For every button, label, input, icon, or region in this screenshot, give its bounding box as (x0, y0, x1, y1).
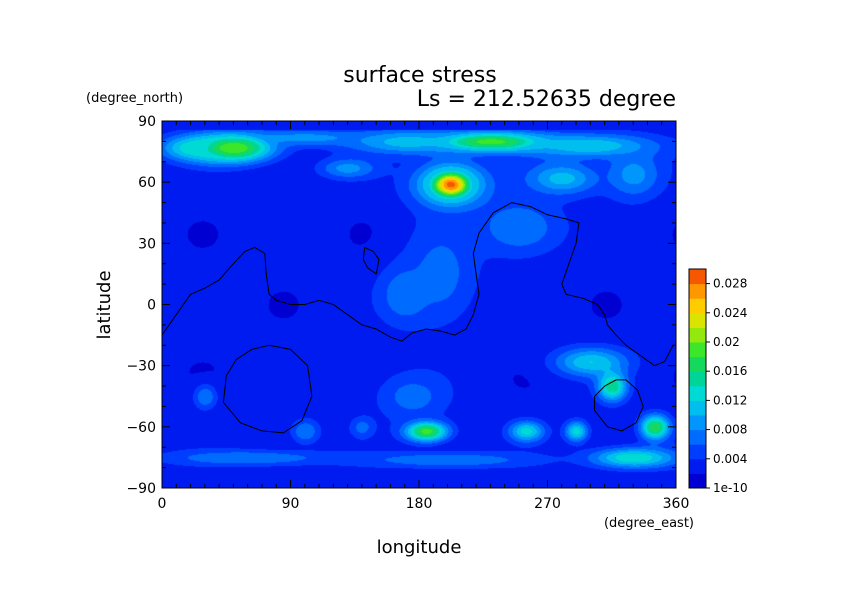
contour-line-0 (161, 202, 674, 367)
x-units-label: (degree_east) (604, 516, 694, 531)
y-tick-label: −90 (126, 481, 156, 497)
colorbar-band (689, 444, 706, 460)
y-tick-label: 60 (138, 175, 156, 191)
chart-title: surface stress (343, 63, 496, 88)
colorbar-band (689, 283, 706, 299)
colorbar-band (689, 400, 706, 416)
colorbar-band (689, 371, 706, 387)
colorbar-band (689, 312, 706, 328)
colorbar-band (689, 458, 706, 474)
chart-subtitle: Ls = 212.52635 degree (417, 87, 676, 112)
colorbar-band (689, 415, 706, 431)
contour-line-2 (222, 344, 313, 434)
y-tick-label: −60 (126, 420, 156, 436)
y-axis-ticks: 90 60 30 0 −30 −60 −90 (126, 114, 676, 497)
colorbar-band (689, 356, 706, 372)
x-tick-label: 0 (158, 496, 167, 512)
y-tick-label: 0 (147, 298, 156, 314)
coastline-contours (161, 202, 674, 434)
colorbar-band (689, 342, 706, 358)
y-tick-label: 30 (138, 236, 156, 252)
colorbar-tick-label: 0.004 (713, 452, 747, 466)
y-axis-label: latitude (94, 270, 115, 339)
colorbar-tick-label: 0.024 (713, 306, 747, 320)
plot-area (161, 120, 677, 489)
contour-line-1 (362, 246, 380, 275)
colorbar: 1e-10 0.004 0.008 0.012 0.016 0.02 0.024 0.028 (688, 268, 748, 495)
y-tick-label: 90 (138, 114, 156, 130)
colorbar-tick-label: 0.012 (713, 393, 747, 407)
colorbar-band (689, 269, 706, 285)
x-tick-label: 270 (534, 496, 561, 512)
colorbar-tick-label: 0.016 (713, 364, 747, 378)
colorbar-band (689, 298, 706, 314)
colorbar-frame (688, 268, 707, 489)
x-tick-label: 360 (663, 496, 690, 512)
x-axis-label: longitude (377, 537, 462, 558)
y-units-label: (degree_north) (86, 91, 183, 106)
colorbar-band (689, 385, 706, 401)
heatmap-field (162, 121, 676, 488)
colorbar-band (689, 473, 706, 489)
colorbar-band (689, 429, 706, 445)
colorbar-tick-label: 1e-10 (713, 481, 748, 495)
x-tick-label: 90 (282, 496, 300, 512)
contour-line-3 (594, 379, 644, 432)
x-axis-ticks: 0 90 180 270 360 (158, 121, 690, 512)
colorbar-tick-label: 0.008 (713, 423, 747, 437)
colorbar-band (689, 327, 706, 343)
colorbar-tick-label: 0.028 (713, 277, 747, 291)
y-tick-label: −30 (126, 359, 156, 375)
x-tick-label: 180 (406, 496, 433, 512)
colorbar-tick-label: 0.02 (713, 335, 740, 349)
